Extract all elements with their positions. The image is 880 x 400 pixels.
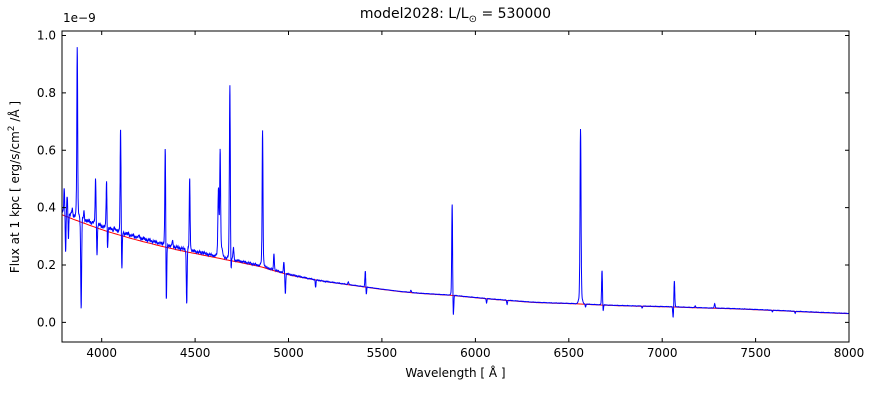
y-tick-label: 0.4 xyxy=(37,201,56,215)
y-tick-label: 0.6 xyxy=(37,143,56,157)
sun-symbol: ⊙ xyxy=(468,13,478,25)
x-axis-label: Wavelength [ Å ] xyxy=(405,366,506,380)
y-axis-offset-label: 1e−9 xyxy=(63,11,96,25)
y-tick-label: 1.0 xyxy=(37,29,56,43)
model-spectrum-line xyxy=(61,47,850,318)
title-value: = 530000 xyxy=(477,6,552,22)
axis-ticks xyxy=(62,31,850,342)
plot-border xyxy=(61,30,850,343)
x-tick-label: 4500 xyxy=(180,346,211,360)
x-tick-label: 4000 xyxy=(86,346,117,360)
x-tick-label: 5500 xyxy=(367,346,398,360)
y-tick-label: 0.0 xyxy=(37,315,56,329)
plot-title: model2028: L/L⊙ = 530000 xyxy=(62,6,849,25)
x-tick-label: 7000 xyxy=(647,346,678,360)
y-tick-label: 0.2 xyxy=(37,258,56,272)
y-tick-label: 0.8 xyxy=(37,86,56,100)
x-tick-label: 8000 xyxy=(834,346,865,360)
x-tick-label: 6500 xyxy=(554,346,585,360)
x-tick-label: 5000 xyxy=(273,346,304,360)
y-axis-label: Flux at 1 kpc [ erg/s/cm2 /Å ] xyxy=(7,100,22,274)
x-tick-label: 6000 xyxy=(460,346,491,360)
title-text: model2028: L/L xyxy=(359,6,469,22)
x-tick-label: 7500 xyxy=(740,346,771,360)
